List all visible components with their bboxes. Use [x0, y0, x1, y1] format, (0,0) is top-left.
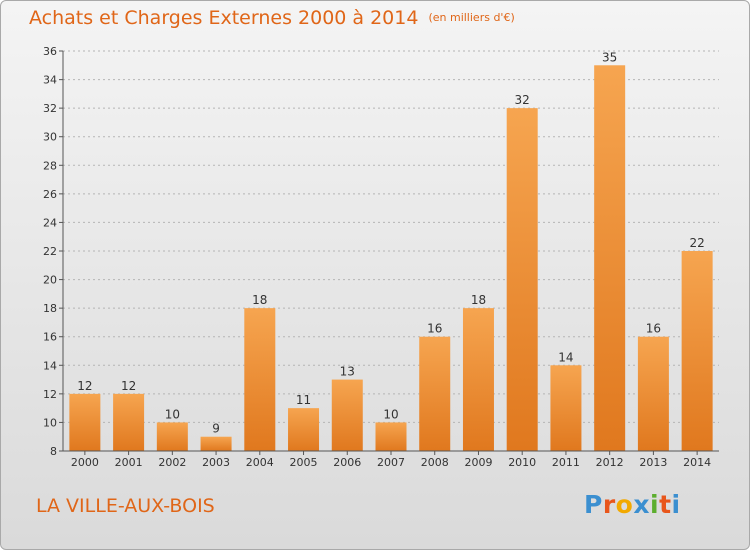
y-axis: 8 10 12 14 16 18 20 22 24 26 28 30 32 34 36 [43, 45, 64, 458]
y-tick-label: 14 [43, 359, 57, 372]
brand-letter: o [615, 490, 634, 519]
bar-2011 [550, 365, 582, 451]
data-label: 13 [340, 365, 355, 379]
data-label: 16 [427, 322, 442, 336]
bar-2006 [331, 379, 363, 451]
bar-2007 [375, 422, 407, 451]
x-axis: 2000 2001 2002 2003 2004 2005 2006 2007 2008 2009… [63, 450, 719, 469]
x-tick-label: 2005 [290, 456, 318, 469]
bar-2004 [244, 308, 276, 451]
x-tick-label: 2001 [115, 456, 143, 469]
bar-2012 [594, 65, 626, 452]
x-tick-label: 2000 [71, 456, 99, 469]
data-label: 18 [252, 293, 267, 307]
y-tick-label: 12 [43, 388, 57, 401]
x-tick-label: 2014 [683, 456, 711, 469]
x-tick-label: 2012 [596, 456, 624, 469]
y-tick-label: 18 [43, 302, 57, 315]
y-tick-label: 16 [43, 331, 57, 344]
y-tick-label: 10 [43, 416, 57, 429]
y-tick-label: 30 [43, 131, 57, 144]
y-tick-label: 28 [43, 159, 57, 172]
x-tick-label: 2003 [202, 456, 230, 469]
y-tick-label: 22 [43, 245, 57, 258]
data-label: 35 [602, 50, 617, 64]
x-tick-label: 2007 [377, 456, 405, 469]
commune-name: LA VILLE-AUX-BOIS [36, 495, 215, 517]
y-tick-label: 32 [43, 102, 57, 115]
y-tick-label: 26 [43, 188, 57, 201]
x-tick-label: 2011 [552, 456, 580, 469]
data-label: 12 [121, 379, 136, 393]
y-tick-label: 20 [43, 274, 57, 287]
brand-letter: P [584, 490, 603, 519]
brand-logo: Proxiti [584, 490, 681, 519]
bars [69, 65, 713, 452]
chart-title: Achats et Charges Externes 2000 à 2014 (e… [29, 7, 515, 29]
brand-letter: r [602, 490, 616, 519]
data-labels: 12 12 10 9 18 11 13 10 16 18 32 14 35 16 22 [77, 50, 705, 435]
bar-2002 [156, 422, 188, 451]
y-tick-label: 8 [50, 445, 57, 458]
x-tick-label: 2013 [639, 456, 667, 469]
brand-letter: x [633, 490, 650, 519]
data-label: 10 [165, 407, 180, 421]
x-tick-label: 2008 [421, 456, 449, 469]
y-tick-label: 24 [43, 216, 57, 229]
x-tick-label: 2010 [508, 456, 536, 469]
x-tick-label: 2006 [333, 456, 361, 469]
data-label: 32 [515, 93, 530, 107]
chart-subtitle: (en milliers d'€) [428, 11, 515, 24]
bar-2001 [113, 393, 145, 451]
data-label: 18 [471, 293, 486, 307]
bar-2003 [200, 436, 232, 451]
data-label: 10 [383, 407, 398, 421]
bar-2005 [288, 408, 320, 451]
chart-title-text: Achats et Charges Externes 2000 à 2014 [29, 7, 419, 29]
brand-letter: i [650, 490, 660, 519]
bar-2009 [462, 308, 494, 451]
y-tick-label: 36 [43, 45, 57, 58]
data-label: 9 [212, 422, 220, 436]
bar-2008 [419, 336, 451, 451]
bar-2010 [506, 108, 538, 452]
brand-letter: i [671, 490, 681, 519]
x-tick-label: 2009 [464, 456, 492, 469]
data-label: 22 [689, 236, 704, 250]
data-label: 12 [77, 379, 92, 393]
bar-2014 [681, 251, 713, 451]
y-tick-label: 34 [43, 74, 57, 87]
data-label: 11 [296, 393, 311, 407]
bar-2000 [69, 393, 101, 451]
x-tick-label: 2004 [246, 456, 274, 469]
data-label: 16 [646, 322, 661, 336]
bar-2013 [637, 336, 669, 451]
brand-letter: t [659, 490, 672, 519]
data-label: 14 [558, 350, 573, 364]
x-tick-label: 2002 [158, 456, 186, 469]
